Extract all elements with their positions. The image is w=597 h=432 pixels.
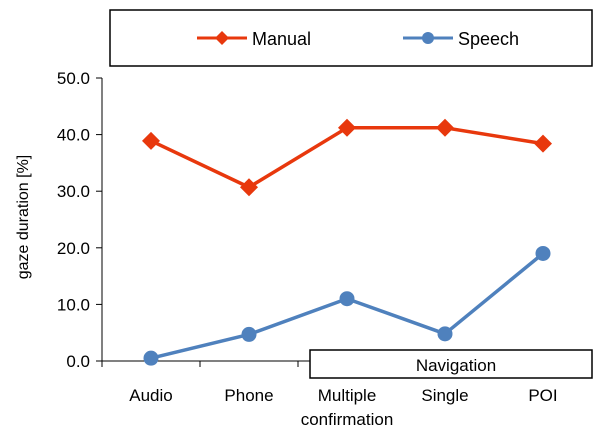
y-tick-label: 50.0	[57, 69, 90, 88]
data-point-speech	[535, 245, 551, 261]
navigation-group-label: Navigation	[416, 356, 496, 375]
series-layer	[142, 118, 552, 366]
data-point-manual	[142, 131, 160, 150]
x-category-label: Audio	[129, 386, 172, 405]
y-tick-label: 40.0	[57, 126, 90, 145]
x-category-label: confirmation	[301, 410, 394, 429]
data-point-manual	[436, 118, 454, 137]
data-point-speech	[143, 350, 159, 366]
data-point-speech	[241, 326, 257, 342]
data-point-speech	[437, 326, 453, 342]
y-ticks: 0.0 10.0 20.0 30.0 40.0 50.0	[57, 69, 102, 371]
legend-speech-marker	[422, 32, 434, 44]
data-point-manual	[240, 178, 258, 197]
x-category-label: Multiple	[318, 386, 377, 405]
legend-manual-label: Manual	[252, 29, 311, 49]
legend: Manual Speech	[109, 9, 593, 67]
legend-speech-label: Speech	[458, 29, 519, 49]
legend-box	[109, 9, 593, 67]
legend-manual-marker	[215, 31, 229, 45]
navigation-group-box	[309, 349, 593, 379]
x-category-label: Phone	[224, 386, 273, 405]
y-tick-label: 0.0	[66, 352, 90, 371]
y-tick-label: 20.0	[57, 239, 90, 258]
data-point-manual	[338, 118, 356, 137]
x-ticks: Audio Phone Multiple confirmation Single POI	[101, 361, 593, 429]
data-point-speech	[339, 291, 355, 307]
y-tick-label: 10.0	[57, 295, 90, 314]
data-point-manual	[534, 134, 552, 153]
y-axis-title: gaze duration [%]	[15, 155, 32, 280]
x-category-label: POI	[528, 386, 557, 405]
y-tick-label: 30.0	[57, 182, 90, 201]
x-category-label: Single	[421, 386, 468, 405]
navigation-group: Navigation	[309, 349, 593, 379]
